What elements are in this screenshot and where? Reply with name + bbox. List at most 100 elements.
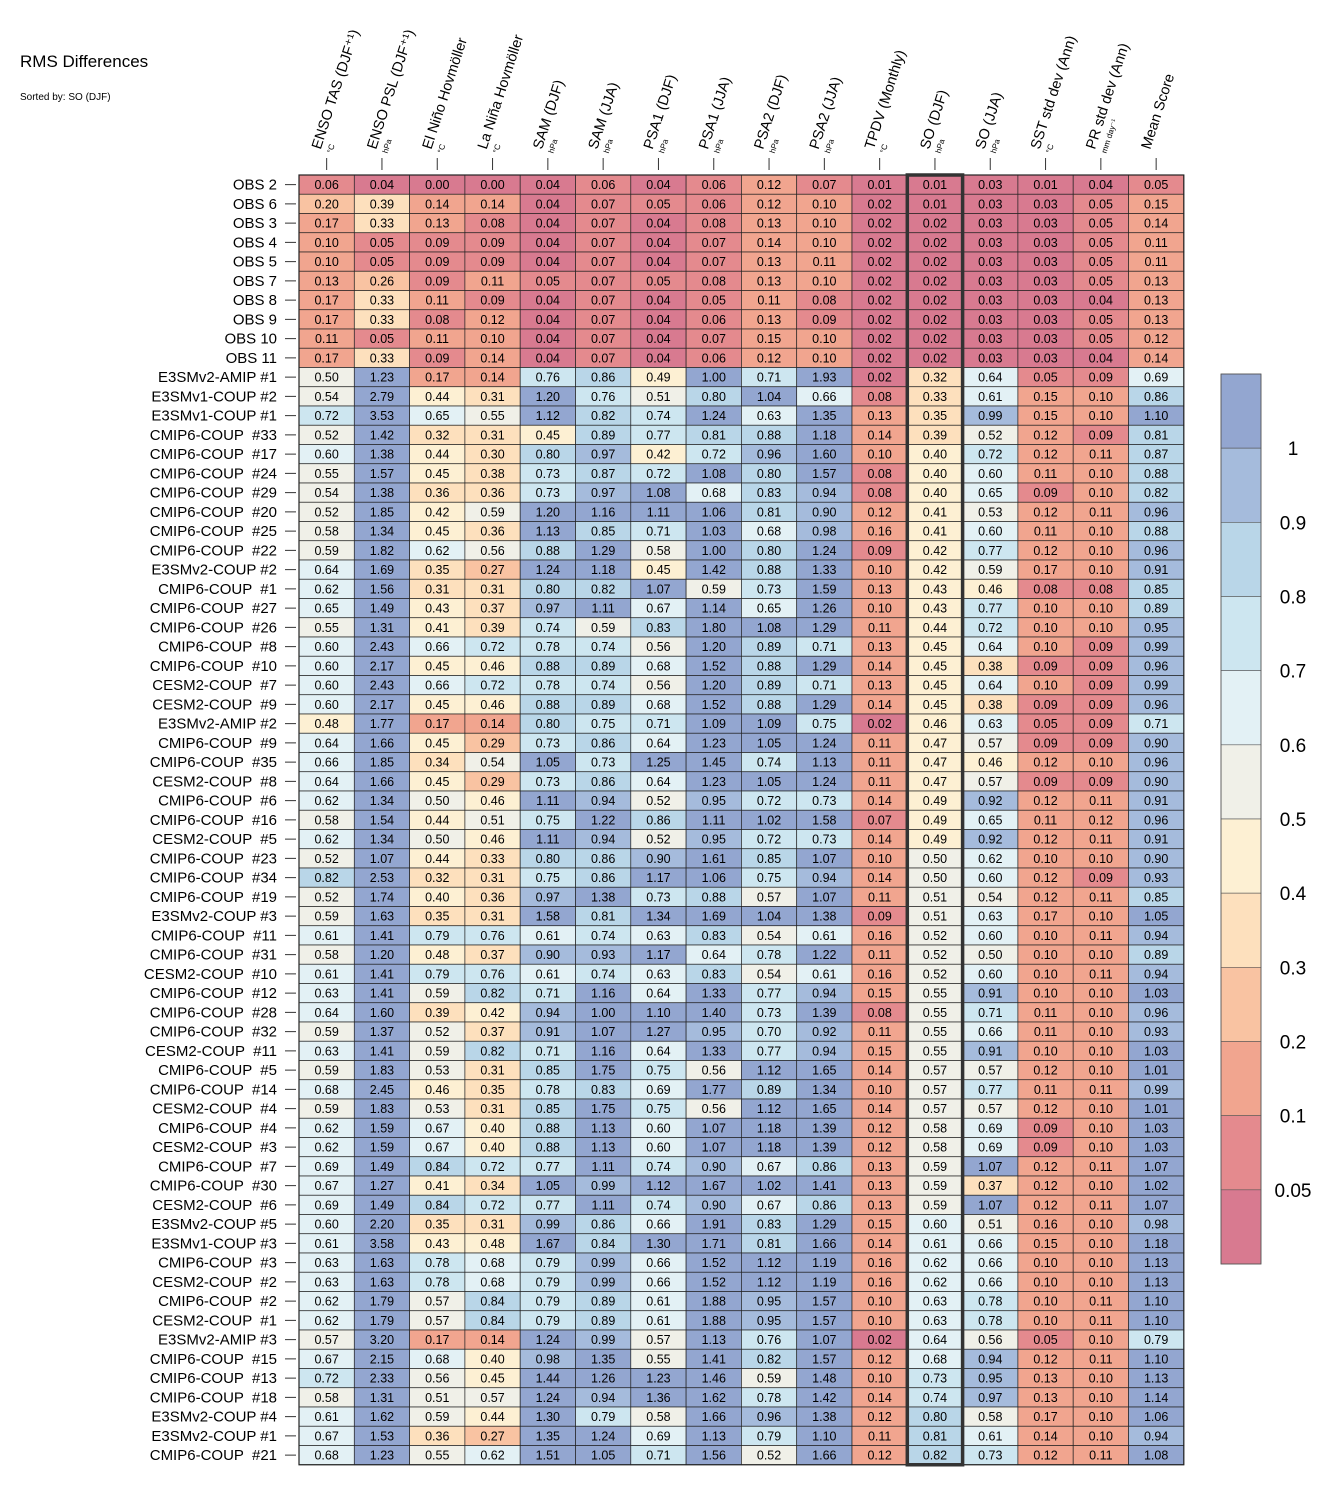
cell-value: 0.74 [757, 756, 781, 770]
cell-value: 1.07 [370, 852, 394, 866]
cell-value: 1.62 [370, 1410, 394, 1424]
cell-value: 0.57 [978, 736, 1002, 750]
cell-value: 0.74 [591, 679, 615, 693]
column-header-pr-std-dev-ann: PR std dev (Ann)mm day⁻¹ [1083, 41, 1132, 154]
cell-value: 0.07 [591, 351, 615, 365]
cell-value: 0.04 [646, 294, 670, 308]
cell-value: 0.71 [812, 640, 836, 654]
cell-value: 0.54 [480, 756, 504, 770]
row-label: OBS 2 [233, 177, 277, 194]
row-label: CESM2-COUP #7 [152, 677, 277, 694]
cell-value: 0.60 [978, 525, 1002, 539]
cell-value: 0.62 [314, 1121, 338, 1135]
cell-value: 0.97 [978, 1391, 1002, 1405]
cell-value: 0.74 [591, 640, 615, 654]
row-label: CMIP6-COUP #25 [150, 523, 277, 540]
cell-value: 0.10 [1033, 621, 1057, 635]
cell-value: 0.09 [1089, 775, 1113, 789]
cell-value: 0.86 [591, 1218, 615, 1232]
cell-value: 0.95 [702, 1025, 726, 1039]
cell-value: 0.09 [1089, 871, 1113, 885]
colorbar-segment [1220, 744, 1262, 820]
cell-value: 0.54 [978, 890, 1002, 904]
row-label: CMIP6-COUP #11 [151, 927, 277, 944]
cell-value: 0.91 [978, 1044, 1002, 1058]
row-label: OBS 4 [233, 234, 277, 251]
cell-value: 0.72 [757, 794, 781, 808]
cell-value: 0.89 [591, 659, 615, 673]
cell-value: 0.37 [480, 602, 504, 616]
cell-value: 0.14 [757, 236, 781, 250]
cell-value: 2.20 [370, 1218, 394, 1232]
cell-value: 0.69 [314, 1198, 338, 1212]
column-label: Mean Score [1139, 72, 1178, 151]
cell-value: 0.12 [1033, 1198, 1057, 1212]
cell-value: 0.10 [812, 274, 836, 288]
cell-value: 0.72 [480, 1160, 504, 1174]
cell-value: 0.46 [923, 717, 947, 731]
cell-value: 0.10 [1089, 544, 1113, 558]
cell-value: 0.65 [978, 486, 1002, 500]
cell-value: 1.16 [591, 505, 615, 519]
cell-value: 0.45 [480, 1372, 504, 1386]
cell-value: 0.14 [480, 717, 504, 731]
cell-value: 0.10 [1089, 1333, 1113, 1347]
cell-value: 0.13 [1144, 274, 1168, 288]
cell-value: 1.36 [646, 1391, 670, 1405]
cell-value: 0.55 [425, 1449, 449, 1463]
cell-value: 1.22 [591, 813, 615, 827]
heatmap-cells: 0.06 0.04 0.00 0.00 0.04 0.06 0.04 0.06 0.12 0.07… [298, 174, 1185, 1466]
cell-value: 0.10 [1033, 852, 1057, 866]
cell-value: 0.12 [1033, 505, 1057, 519]
cell-value: 1.41 [370, 1044, 394, 1058]
cell-value: 1.23 [370, 1449, 394, 1463]
cell-value: 0.63 [646, 929, 670, 943]
column-header-enso-tas-djf: ENSO TAS (DJF⁺¹)°C [309, 28, 363, 155]
column-unit: hPa [934, 137, 947, 154]
cell-value: 1.20 [370, 948, 394, 962]
cell-value: 0.44 [425, 390, 449, 404]
cell-value: 1.46 [702, 1372, 726, 1386]
cell-value: 0.82 [757, 1352, 781, 1366]
cell-value: 0.60 [978, 467, 1002, 481]
cell-value: 1.11 [591, 602, 614, 616]
cell-value: 0.96 [757, 1410, 781, 1424]
cell-value: 0.56 [425, 1372, 449, 1386]
cell-value: 0.11 [1089, 833, 1112, 847]
cell-value: 0.90 [1144, 775, 1168, 789]
cell-value: 0.64 [646, 736, 670, 750]
cell-value: 1.38 [812, 910, 836, 924]
highlight-frame [905, 173, 965, 1467]
cell-value: 0.97 [536, 602, 560, 616]
cell-value: 0.10 [1089, 756, 1113, 770]
cell-value: 0.45 [923, 679, 947, 693]
cell-value: 1.29 [812, 1218, 836, 1232]
cell-value: 0.77 [646, 428, 670, 442]
cell-value: 0.31 [480, 1064, 504, 1078]
cell-value: 1.23 [646, 1372, 670, 1386]
row-label: OBS 8 [233, 292, 277, 309]
cell-value: 0.08 [812, 294, 836, 308]
cell-value: 1.34 [646, 910, 670, 924]
cell-value: 0.11 [1089, 1449, 1112, 1463]
cell-value: 0.95 [978, 1372, 1002, 1386]
cell-value: 0.61 [536, 967, 560, 981]
cell-value: 1.44 [536, 1372, 560, 1386]
cell-value: 0.97 [536, 890, 560, 904]
cell-value: 1.13 [702, 1429, 726, 1443]
cell-value: 0.10 [812, 236, 836, 250]
column-header-la-ni-a-hovm-ller: La Niña Hovmöller°C [475, 33, 527, 155]
cell-value: 1.45 [702, 756, 726, 770]
cell-value: 1.11 [536, 794, 559, 808]
row-label: CESM2-COUP #9 [152, 696, 277, 713]
column-header-enso-psl-djf: ENSO PSL (DJF⁺¹)hPa [365, 28, 419, 155]
cell-value: 0.62 [425, 544, 449, 558]
cell-value: 0.95 [757, 1314, 781, 1328]
cell-value: 0.59 [978, 563, 1002, 577]
cell-value: 0.72 [314, 409, 338, 423]
row-label: E3SMv2-COUP #4 [151, 1409, 277, 1426]
cell-value: 1.49 [370, 1198, 394, 1212]
cell-value: 0.12 [1089, 813, 1113, 827]
cell-value: 0.11 [1089, 1352, 1112, 1366]
cell-value: 0.93 [1144, 1025, 1168, 1039]
